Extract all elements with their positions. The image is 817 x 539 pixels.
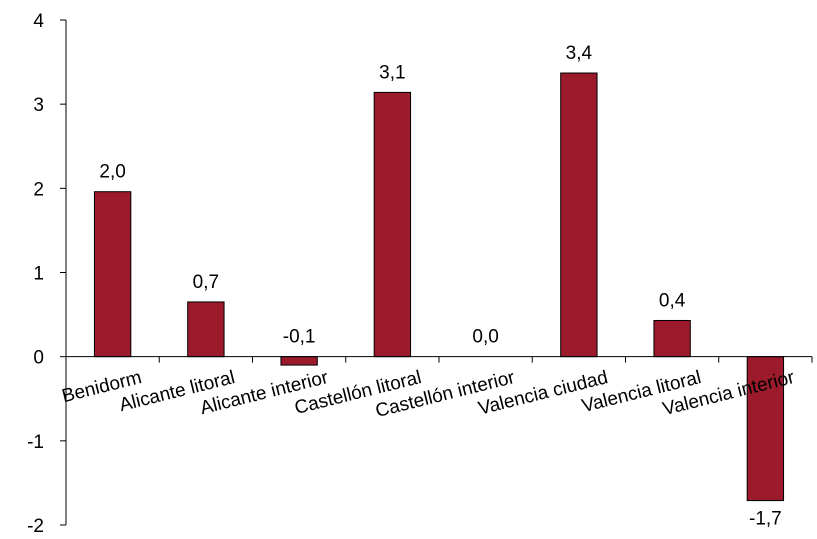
data-label: -0,1 (283, 327, 316, 348)
data-label: 0,0 (472, 327, 498, 348)
data-label: -1,7 (749, 509, 782, 530)
bar (746, 356, 785, 502)
y-tick-label: 4 (33, 11, 44, 32)
data-labels: 2,0 0,7 -0,1 3,1 0,0 3,4 0,4 -1,7 (99, 43, 781, 530)
y-tick-label: 1 (33, 264, 44, 285)
bar (280, 356, 318, 366)
data-label: 0,7 (193, 272, 219, 293)
y-tick-label: -1 (27, 432, 44, 453)
bar (560, 72, 598, 358)
zero-line (65, 356, 813, 363)
y-tick-label: 2 (33, 179, 44, 200)
y-tick-label: -2 (27, 516, 44, 537)
data-label: 3,1 (379, 62, 405, 83)
bars (93, 72, 785, 502)
bar (187, 301, 225, 358)
data-label: 2,0 (99, 162, 125, 183)
y-tick-label: 3 (33, 95, 44, 116)
y-axis: -2 -1 0 1 2 3 4 (27, 11, 67, 537)
y-tick-label: 0 (33, 348, 44, 369)
data-label: 0,4 (659, 290, 686, 311)
data-label: 3,4 (566, 43, 593, 64)
bar (653, 319, 691, 358)
bar (93, 191, 132, 358)
bar (373, 91, 412, 358)
